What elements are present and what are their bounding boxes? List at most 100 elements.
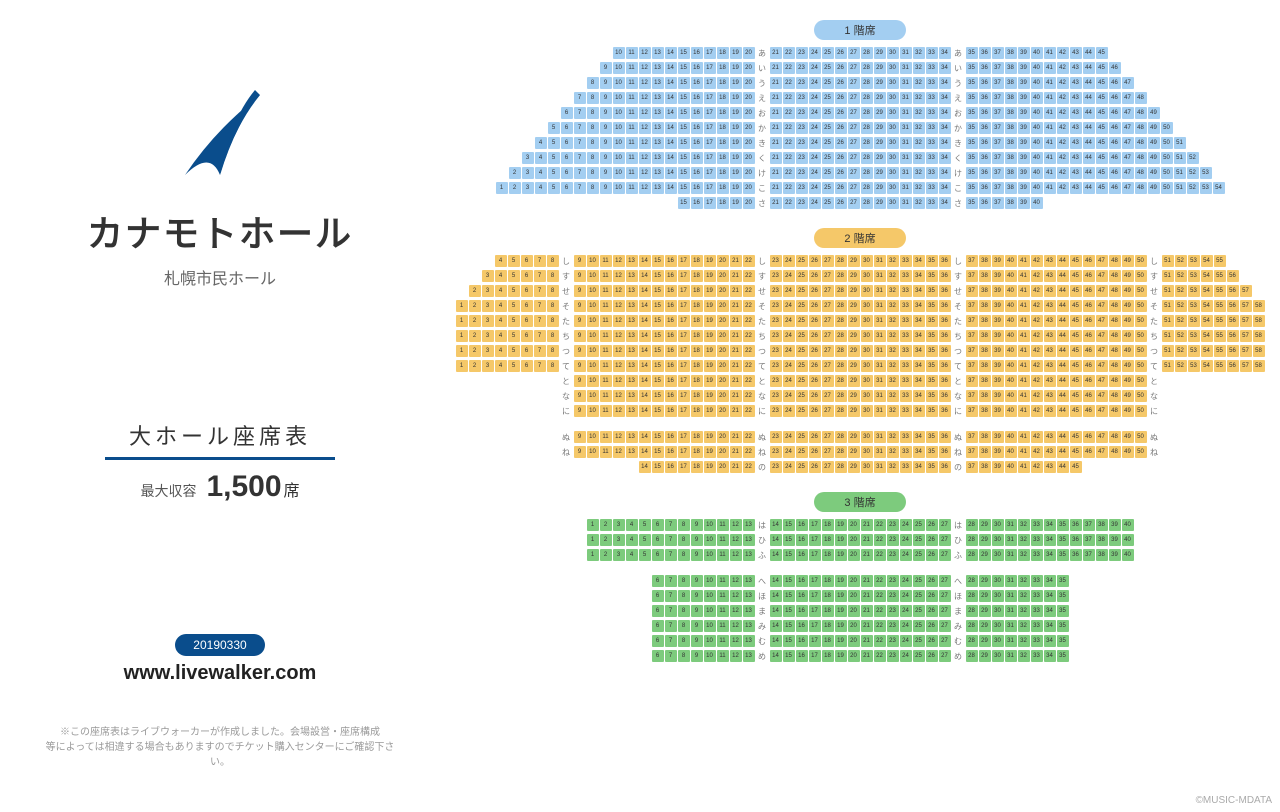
seat: 49 <box>1122 270 1134 282</box>
seat: 26 <box>835 137 847 149</box>
seat: 50 <box>1161 137 1173 149</box>
seat: 7 <box>574 182 586 194</box>
seat: 34 <box>913 255 925 267</box>
seat: 2 <box>469 360 481 372</box>
seat: 18 <box>691 431 703 443</box>
seat: 21 <box>770 167 782 179</box>
seat: 11 <box>600 270 612 282</box>
seat: 56 <box>1227 345 1239 357</box>
seat: 14 <box>665 137 677 149</box>
seat: 16 <box>796 605 808 617</box>
seat: 34 <box>1044 605 1056 617</box>
row-label: ち <box>559 330 573 342</box>
row-label: ぬ <box>559 431 573 443</box>
seat: 33 <box>926 107 938 119</box>
seat: 18 <box>717 152 729 164</box>
seat: 14 <box>770 590 782 602</box>
seat: 3 <box>522 182 534 194</box>
seat: 49 <box>1148 137 1160 149</box>
seat: 11 <box>600 405 612 417</box>
seat: 18 <box>717 197 729 209</box>
seat: 47 <box>1122 137 1134 149</box>
seat: 29 <box>848 375 860 387</box>
seat: 26 <box>926 519 938 531</box>
seat: 27 <box>848 122 860 134</box>
seat: 25 <box>822 197 834 209</box>
seat: 33 <box>1031 549 1043 561</box>
seat: 43 <box>1044 330 1056 342</box>
seat: 35 <box>966 107 978 119</box>
seat: 14 <box>770 650 782 662</box>
seat: 27 <box>822 375 834 387</box>
seat: 16 <box>691 167 703 179</box>
seat-row: 891011121314151617181920う212223242526272… <box>450 76 1270 90</box>
seat: 31 <box>1005 534 1017 546</box>
seat: 13 <box>743 519 755 531</box>
seat: 29 <box>848 270 860 282</box>
seat: 21 <box>770 92 782 104</box>
seat: 33 <box>900 446 912 458</box>
row-label: つ <box>951 345 965 357</box>
seat: 39 <box>992 255 1004 267</box>
seat: 41 <box>1044 167 1056 179</box>
seat: 56 <box>1227 270 1239 282</box>
seat: 27 <box>848 47 860 59</box>
seat: 6 <box>561 122 573 134</box>
seat: 34 <box>1044 635 1056 647</box>
seat-row: 1234567891011121314151617181920こ21222324… <box>450 181 1270 195</box>
seat: 14 <box>665 77 677 89</box>
seat: 13 <box>743 635 755 647</box>
seat: 21 <box>770 197 782 209</box>
seat: 36 <box>979 47 991 59</box>
seat: 44 <box>1083 122 1095 134</box>
seat: 25 <box>796 360 808 372</box>
seat: 46 <box>1083 255 1095 267</box>
seat: 39 <box>992 431 1004 443</box>
seat: 29 <box>848 330 860 342</box>
seat: 47 <box>1122 107 1134 119</box>
seat: 48 <box>1109 431 1121 443</box>
seat: 27 <box>822 461 834 473</box>
seat: 23 <box>887 605 899 617</box>
seat: 25 <box>822 47 834 59</box>
seat: 31 <box>900 122 912 134</box>
seat: 50 <box>1135 300 1147 312</box>
seat: 39 <box>1018 122 1030 134</box>
seat: 27 <box>939 620 951 632</box>
seat: 47 <box>1096 255 1108 267</box>
row-label: は <box>951 519 965 531</box>
seat: 8 <box>547 360 559 372</box>
seat: 17 <box>704 167 716 179</box>
seat: 17 <box>704 122 716 134</box>
seat: 27 <box>848 107 860 119</box>
seat: 6 <box>652 519 664 531</box>
seat: 12 <box>730 590 742 602</box>
seat: 4 <box>626 534 638 546</box>
seat: 28 <box>835 461 847 473</box>
seat: 29 <box>848 300 860 312</box>
seat: 26 <box>809 405 821 417</box>
seat: 19 <box>704 431 716 443</box>
seat: 38 <box>979 285 991 297</box>
seat: 31 <box>900 107 912 119</box>
seat: 30 <box>861 315 873 327</box>
seat: 37 <box>992 77 1004 89</box>
seat: 16 <box>665 255 677 267</box>
seat: 35 <box>1057 534 1069 546</box>
seat: 16 <box>691 47 703 59</box>
seat: 4 <box>535 182 547 194</box>
seat: 2 <box>469 315 481 327</box>
seat: 52 <box>1175 285 1187 297</box>
seat: 21 <box>770 77 782 89</box>
seat: 12 <box>730 534 742 546</box>
row-label: ね <box>755 446 769 458</box>
seat: 26 <box>809 431 821 443</box>
seat: 32 <box>887 446 899 458</box>
seat: 8 <box>587 182 599 194</box>
row-label: く <box>755 152 769 164</box>
seat: 19 <box>730 137 742 149</box>
seat: 30 <box>992 605 1004 617</box>
seat: 33 <box>1031 635 1043 647</box>
seat: 10 <box>704 534 716 546</box>
seat: 10 <box>587 390 599 402</box>
